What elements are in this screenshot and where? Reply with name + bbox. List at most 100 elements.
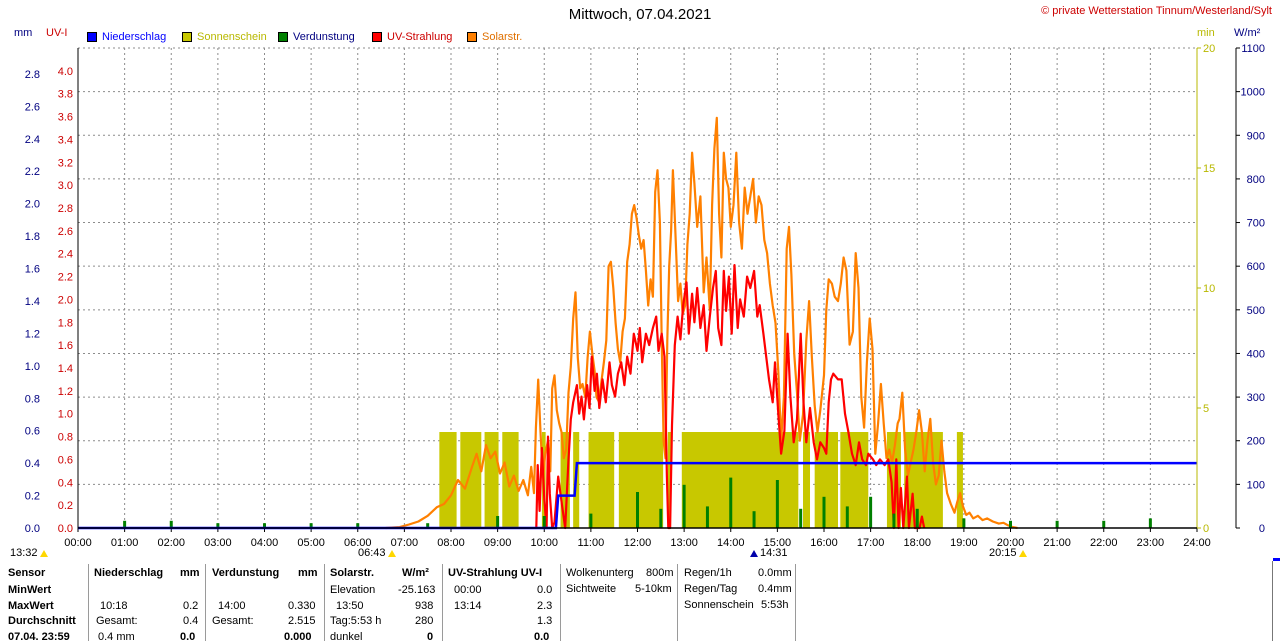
y-tick-label-min: 10: [1203, 283, 1215, 295]
y-tick-label-mm: 2.4: [25, 134, 40, 146]
x-tick-label: 07:00: [391, 537, 419, 549]
unit-min: min: [1197, 27, 1215, 39]
triangle-icon: [39, 550, 48, 557]
copyright-notice: © private Wetterstation Tinnum/Westerlan…: [1041, 5, 1272, 17]
y-tick-label-uvi: 3.0: [58, 180, 73, 192]
x-tick-label: 01:00: [111, 537, 139, 549]
y-tick-label-mm: 0.6: [25, 426, 40, 438]
y-tick-label-wm2: 500: [1247, 305, 1265, 317]
y-tick-label-min: 20: [1203, 43, 1215, 55]
sonnenschein-label: Sonnenschein: [684, 599, 754, 611]
sichtweite-value: 5-10km: [635, 583, 672, 595]
legend-label-solar: Solarstr.: [482, 31, 523, 43]
niederschlag-unit: mm: [180, 567, 200, 579]
y-tick-label-uvi: 2.0: [58, 294, 73, 306]
stats-separator: [677, 564, 678, 641]
y-tick-label-uvi: 1.6: [58, 340, 73, 352]
y-tick-label-mm: 0.2: [25, 491, 40, 503]
niederschlag-gesamt-value: 0.4: [183, 615, 199, 627]
y-tick-label-mm: 2.6: [25, 101, 40, 113]
uv-max-value: 2.3: [537, 600, 553, 612]
stats-table: Sensor MinWert MaxWert Durchschnitt 07.0…: [0, 562, 1280, 643]
stats-separator: [324, 564, 325, 641]
row-label-maxwert: MaxWert: [8, 600, 54, 612]
sunshine-bar: [814, 432, 838, 528]
scroll-indicator: [1273, 558, 1280, 561]
solar-max-time: 13:50: [336, 600, 364, 612]
y-tick-label-mm: 2.2: [25, 166, 40, 178]
uv-header: UV-Strahlung UV-I: [448, 567, 543, 579]
x-tick-label: 19:00: [950, 537, 978, 549]
sichtweite-label: Sichtweite: [566, 583, 617, 595]
marker-sunrise: 06:43: [358, 547, 396, 559]
y-tick-label-wm2: 400: [1247, 348, 1265, 360]
y-tick-label-uvi: 0.8: [58, 432, 73, 444]
legend-swatch-sonnenschein: [182, 32, 192, 42]
regentag-label: Regen/Tag: [684, 583, 738, 595]
stats-separator: [442, 564, 443, 641]
regentag-value: 0.4mm: [758, 583, 792, 595]
x-tick-label: 20:00: [997, 537, 1025, 549]
triangle-icon: [1018, 550, 1027, 557]
sunshine-bar: [681, 432, 799, 528]
y-tick-label-uvi: 3.4: [58, 134, 73, 146]
y-tick-label-mm: 0.0: [25, 523, 40, 535]
y-tick-label-uvi: 3.2: [58, 157, 73, 169]
niederschlag-last-value: 0.0: [180, 631, 196, 643]
x-tick-label: 09:00: [484, 537, 512, 549]
x-tick-label: 11:00: [578, 537, 605, 549]
y-tick-label-uvi: 3.8: [58, 89, 73, 101]
triangle-icon: [387, 550, 396, 557]
x-tick-label: 05:00: [297, 537, 325, 549]
marker-sunset: 20:15: [989, 547, 1027, 559]
x-tick-label: 24:00: [1183, 537, 1211, 549]
x-tick-label: 02:00: [157, 537, 185, 549]
y-tick-label-wm2: 1100: [1241, 43, 1265, 55]
solar-dunkel-label: dunkel: [330, 631, 363, 643]
y-tick-label-min: 0: [1203, 523, 1209, 535]
y-tick-label-uvi: 0.4: [58, 477, 73, 489]
y-tick-label-uvi: 2.6: [58, 226, 73, 238]
solar-dunkel-value: 0: [427, 631, 434, 643]
x-tick-label: 21:00: [1043, 537, 1071, 549]
y-tick-label-mm: 0.8: [25, 393, 40, 405]
niederschlag-max-value: 0.2: [183, 600, 199, 612]
legend-label-sonnenschein: Sonnenschein: [197, 31, 267, 43]
x-tick-label: 12:00: [624, 537, 652, 549]
verdunstung-last-value: 0.000: [284, 631, 312, 643]
stats-separator: [795, 564, 796, 641]
sunshine-bar: [840, 432, 869, 528]
scrollbar[interactable]: [1272, 561, 1280, 641]
verdunstung-max-value: 0.330: [288, 600, 316, 612]
solar-max-value: 938: [415, 600, 434, 612]
y-tick-label-min: 15: [1203, 163, 1215, 175]
page-title: Mittwoch, 07.04.2021: [568, 6, 712, 23]
x-tick-label: 16:00: [810, 537, 838, 549]
x-tick-label: 00:00: [64, 537, 92, 549]
stats-separator: [205, 564, 206, 641]
verdunstung-unit: mm: [298, 567, 318, 579]
sunshine-bar: [460, 432, 482, 528]
sunshine-bar: [439, 432, 457, 528]
solar-tag-label: Tag:5:53 h: [330, 615, 382, 627]
stats-separator: [88, 564, 89, 641]
sonnenschein-value: 5:53h: [761, 599, 789, 611]
y-tick-label-wm2: 1000: [1241, 87, 1265, 99]
row-label-sensor: Sensor: [8, 567, 46, 579]
niederschlag-last-text: 0.4 mm: [98, 631, 135, 643]
x-tick-label: 23:00: [1137, 537, 1165, 549]
series-line-uv: [535, 264, 926, 530]
y-tick-label-mm: 2.0: [25, 199, 40, 211]
uv-min-value: 0.0: [537, 584, 553, 596]
sunshine-bar: [618, 432, 664, 528]
legend-verdunstung: Verdunstung: [278, 31, 355, 43]
x-tick-label: 08:00: [437, 537, 465, 549]
legend-label-niederschlag: Niederschlag: [102, 31, 167, 43]
x-tick-label: 14:00: [717, 537, 745, 549]
x-tick-label: 22:00: [1090, 537, 1118, 549]
unit-mm: mm: [14, 27, 33, 39]
niederschlag-max-time: 10:18: [100, 600, 128, 612]
y-tick-label-uvi: 1.2: [58, 386, 73, 398]
x-tick-label: 10:00: [530, 537, 558, 549]
y-tick-label-uvi: 0.6: [58, 454, 73, 466]
